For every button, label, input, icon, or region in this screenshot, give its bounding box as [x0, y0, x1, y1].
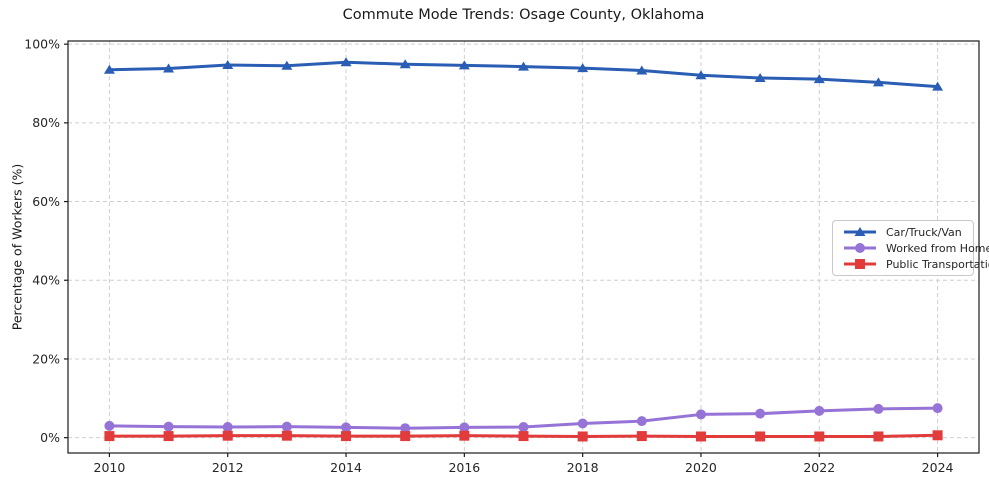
- y-tick-label: 40%: [32, 273, 60, 288]
- series-square-marker: [400, 431, 411, 442]
- series-triangle-marker: [222, 60, 234, 70]
- series-circle-marker: [518, 422, 529, 433]
- series-square-marker: [104, 431, 115, 442]
- series-triangle-marker: [872, 77, 884, 87]
- series-circle-marker: [636, 416, 647, 427]
- series-circle-marker: [695, 409, 706, 420]
- legend-item: Public Transportation: [842, 258, 989, 271]
- legend-item: Car/Truck/Van: [842, 226, 968, 239]
- series-square-marker: [932, 430, 943, 441]
- series-square-marker: [873, 431, 884, 442]
- x-tick-label: 2012: [212, 460, 244, 475]
- y-tick-label: 100%: [24, 36, 60, 51]
- y-axis-label: Percentage of Workers (%): [9, 163, 25, 331]
- series-square-marker: [518, 431, 529, 442]
- series-square-marker: [755, 431, 766, 442]
- series-square-marker: [636, 431, 647, 442]
- series-square-marker: [163, 431, 174, 442]
- x-tick-label: 2018: [567, 460, 599, 475]
- series-circle-marker: [222, 422, 233, 433]
- series-circle-marker: [281, 421, 292, 432]
- series-circle-marker: [163, 421, 174, 432]
- legend: Car/Truck/Van Worked from Home Public Tran…: [832, 220, 989, 276]
- series-triangle-marker: [636, 65, 648, 75]
- square-legend-icon: [844, 259, 876, 269]
- series-triangle-marker: [932, 81, 944, 91]
- series-triangle-marker: [163, 63, 175, 73]
- series-triangle-marker: [458, 60, 470, 70]
- legend-label: Worked from Home: [886, 241, 989, 255]
- series-circle-marker: [932, 403, 943, 414]
- series-circle-marker: [459, 422, 470, 433]
- x-tick-label: 2010: [94, 460, 126, 475]
- series-square-marker: [695, 431, 706, 442]
- y-tick-label: 60%: [32, 194, 60, 209]
- series-circle-marker: [577, 418, 588, 429]
- axes-spines: [67, 40, 980, 454]
- series-square-marker: [814, 431, 825, 442]
- series-circle-marker: [104, 420, 115, 431]
- series-circle-marker: [873, 403, 884, 414]
- series-square-marker: [222, 430, 233, 441]
- legend-label: Public Transportation: [886, 257, 989, 271]
- series-square-marker: [577, 431, 588, 442]
- series-triangle-marker: [340, 57, 352, 67]
- x-tick-label: 2014: [330, 460, 362, 475]
- series-triangle-marker: [399, 59, 411, 69]
- legend-label: Car/Truck/Van: [886, 225, 962, 239]
- series-triangle-marker: [577, 63, 589, 73]
- series-circle-marker: [814, 405, 825, 416]
- legend-item: Worked from Home: [842, 242, 989, 255]
- x-tick-label: 2024: [922, 460, 954, 475]
- series-triangle-marker: [518, 61, 529, 71]
- y-tick-label: 80%: [32, 115, 60, 130]
- series-triangle-marker: [103, 64, 115, 74]
- series-triangle-marker: [695, 70, 707, 80]
- series-triangle-marker: [813, 74, 825, 84]
- series-square-marker: [281, 430, 292, 441]
- series-circle-marker: [755, 408, 766, 419]
- chart-title: Commute Mode Trends: Osage County, Oklah…: [342, 7, 705, 23]
- circle-legend-icon: [844, 243, 876, 253]
- x-tick-label: 2016: [448, 460, 480, 475]
- series-triangle-marker: [281, 60, 293, 70]
- triangle-legend-icon: [844, 227, 876, 236]
- series-square-marker: [341, 431, 352, 442]
- x-tick-label: 2020: [685, 460, 717, 475]
- series-circle-marker: [400, 423, 411, 434]
- x-tick-label: 2022: [803, 460, 835, 475]
- series-triangle-marker: [754, 72, 766, 82]
- series-square-marker: [459, 430, 470, 441]
- series-circle-marker: [341, 422, 352, 433]
- y-tick-label: 20%: [32, 351, 60, 366]
- y-tick-label: 0%: [40, 430, 60, 445]
